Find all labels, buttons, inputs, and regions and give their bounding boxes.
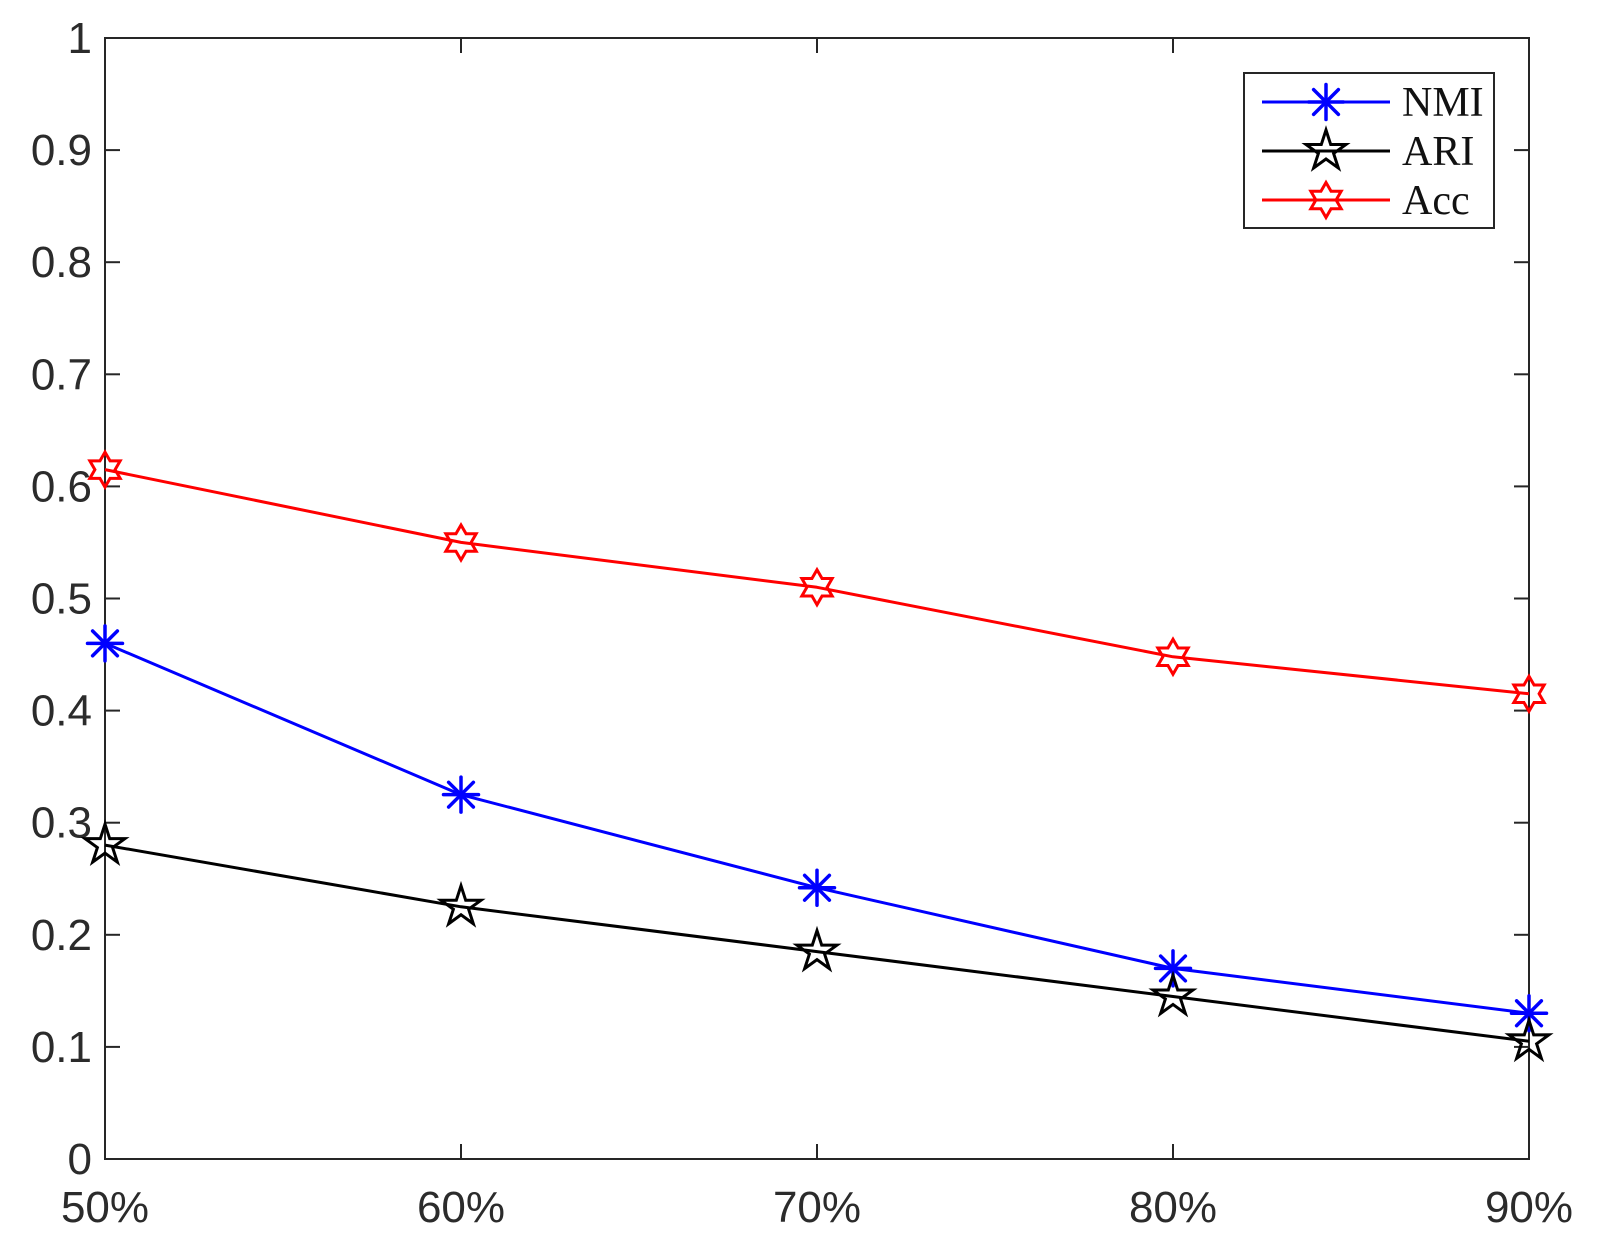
- pentagram-marker-icon: [792, 925, 842, 973]
- y-tick-label: 0.4: [31, 687, 92, 736]
- asterisk-marker-icon: [1158, 954, 1188, 983]
- y-tick-label: 0.8: [31, 238, 92, 287]
- asterisk-marker-icon: [446, 780, 476, 809]
- series-line-ari: [104, 843, 1530, 1043]
- legend-label: ARI: [1402, 129, 1474, 175]
- y-tick-label: 0: [68, 1135, 92, 1184]
- pentagram-marker-icon: [436, 880, 486, 928]
- y-tick-label: 0.9: [31, 126, 92, 175]
- hexagram-marker-icon: [443, 521, 479, 563]
- series-line-acc: [104, 468, 1530, 696]
- x-tick-label: 90%: [1485, 1183, 1573, 1232]
- pentagram-marker-icon: [1504, 1015, 1554, 1063]
- x-tick-label: 80%: [1129, 1183, 1217, 1232]
- y-tick-label: 0.6: [31, 462, 92, 511]
- asterisk-marker-icon: [90, 629, 120, 658]
- hexagram-marker-icon: [1511, 673, 1547, 715]
- y-tick-label: 0.2: [31, 911, 92, 960]
- y-tick-label: 0.3: [31, 799, 92, 848]
- x-tick-label: 50%: [61, 1183, 149, 1232]
- hexagram-marker-icon: [1155, 636, 1191, 678]
- y-tick-label: 0.1: [31, 1023, 92, 1072]
- y-tick-label: 1: [68, 14, 92, 63]
- x-tick-label: 70%: [773, 1183, 861, 1232]
- y-tick-label: 0.7: [31, 350, 92, 399]
- asterisk-marker-icon: [1311, 87, 1341, 117]
- hexagram-marker-icon: [1308, 179, 1344, 221]
- hexagram-marker-icon: [799, 566, 835, 608]
- pentagram-marker-icon: [1301, 125, 1351, 172]
- hexagram-marker-icon: [87, 449, 123, 491]
- legend-label: Acc: [1402, 178, 1470, 224]
- y-tick-label: 0.5: [31, 575, 92, 624]
- pentagram-marker-icon: [1148, 970, 1198, 1018]
- x-tick-label: 60%: [417, 1183, 505, 1232]
- asterisk-marker-icon: [1514, 999, 1544, 1028]
- asterisk-marker-icon: [802, 873, 832, 902]
- series-group: [80, 449, 1554, 1063]
- pentagram-marker-icon: [80, 819, 130, 867]
- legend-label: NMI: [1402, 80, 1484, 126]
